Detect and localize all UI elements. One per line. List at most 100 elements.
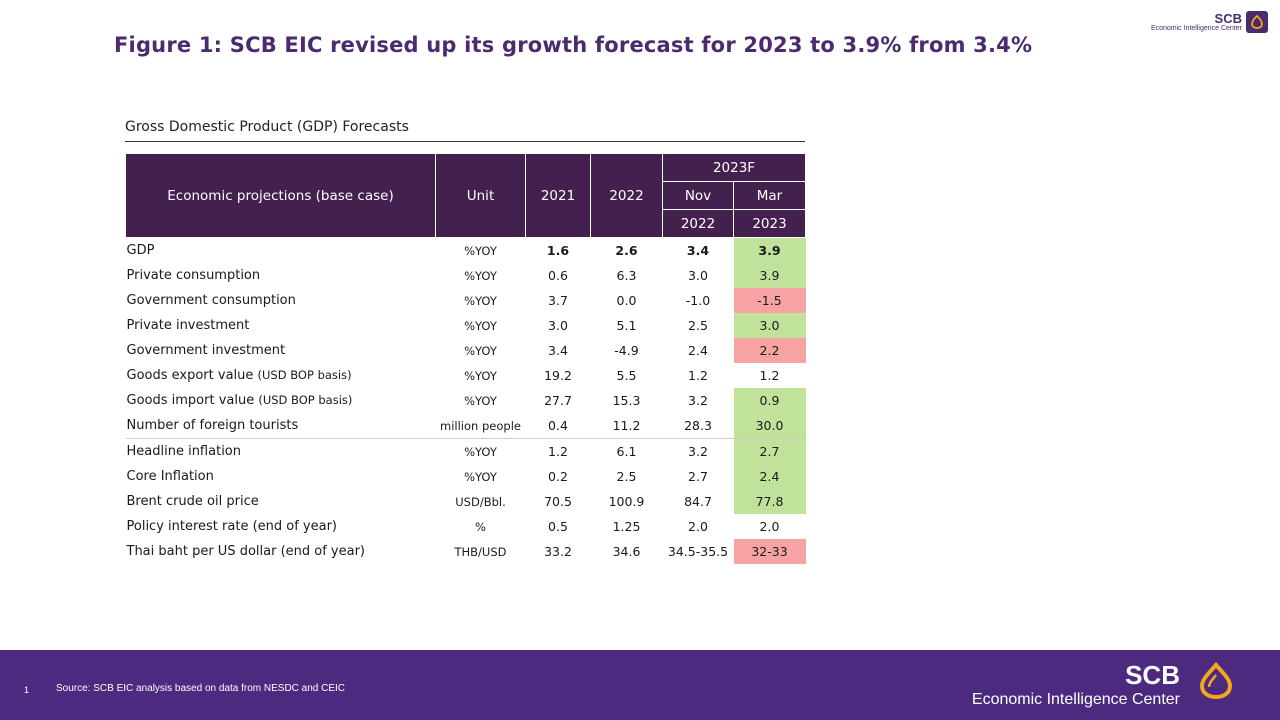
header-2021: 2021	[525, 153, 591, 238]
scb-emblem-icon	[1196, 661, 1236, 706]
row-label-text: Policy interest rate (end of year)	[126, 519, 338, 534]
row-value-mar-2023: 2.2	[733, 338, 806, 363]
table-row: Government investment %YOY 3.4 -4.9 2.4 2.2	[126, 338, 806, 363]
footer-logo-brand: SCB	[1125, 660, 1180, 690]
row-unit: %YOY	[464, 469, 497, 484]
table-row: Thai baht per US dollar (end of year) THB…	[126, 539, 806, 564]
table-row: Policy interest rate (end of year)% 0.5 1.…	[126, 514, 806, 539]
table-row: Number of foreign tourists million people…	[126, 413, 806, 439]
row-value-nov-2022: 2.7	[688, 469, 708, 484]
row-value-2022: 2.5	[616, 469, 637, 484]
row-label: GDP	[126, 238, 436, 264]
table-row: Goods export value (USD BOP basis) %YOY 19…	[126, 363, 806, 388]
row-label: Government consumption	[126, 288, 436, 313]
header-mar-year: 2023	[733, 209, 806, 238]
table-row: GDP %YOY 1.6 2.6 3.4 3.9	[126, 237, 806, 264]
row-label-text: Core Inflation	[126, 469, 214, 484]
row-value-nov-2022: -1.0	[685, 293, 711, 308]
row-label-text: Goods import value	[126, 393, 255, 408]
row-unit: %YOY	[464, 393, 497, 408]
row-label-text: GDP	[126, 243, 155, 258]
row-unit: %YOY	[464, 293, 497, 308]
row-unit: USD/Bbl.	[455, 494, 506, 509]
row-value-2021: 1.2	[525, 438, 591, 464]
row-value-2021: 3.0	[548, 318, 568, 333]
row-value-nov-2022: 28.3	[684, 418, 712, 433]
caption-divider	[125, 141, 805, 142]
row-label-text: Private investment	[126, 318, 250, 333]
row-value-mar-2023: 2.7	[733, 438, 806, 464]
row-value-mar-2023: 32-33	[733, 539, 806, 564]
top-logo-brand: SCB	[1214, 11, 1242, 26]
row-value-2022: 0.0	[616, 293, 637, 308]
row-unit: %YOY	[464, 343, 497, 358]
source-note: Source: SCB EIC analysis based on data f…	[56, 683, 346, 694]
table-row: Goods import value (USD BOP basis) %YOY 27…	[126, 388, 806, 413]
row-label: Number of foreign tourists	[126, 413, 436, 439]
row-value-2021: 70.5	[544, 494, 572, 509]
table-row: Private consumption %YOY 0.6 6.3 3.0 3.9	[126, 263, 806, 288]
table-row: Private investment %YOY 3.0 5.1 2.5 3.0	[126, 313, 806, 338]
row-label-text: Government consumption	[126, 293, 296, 308]
table-body: GDP %YOY 1.6 2.6 3.4 3.9 Private consumption %Y…	[125, 237, 806, 564]
header-2023f: 2023F	[662, 153, 806, 182]
footer-logo: SCB Economic Intelligence Center	[972, 662, 1180, 708]
footer-logo-subtitle: Economic Intelligence Center	[971, 691, 1180, 708]
header-projection: Economic projections (base case)	[125, 153, 436, 238]
row-value-nov-2022: 3.4	[686, 243, 710, 258]
row-value-2022: 15.3	[612, 393, 641, 408]
row-unit: %YOY	[464, 368, 497, 383]
row-value-2021: 19.2	[544, 368, 572, 383]
row-label: Policy interest rate (end of year)	[126, 514, 436, 539]
row-value-2021: 33.2	[544, 544, 572, 559]
top-logo-subtitle: Economic Intelligence Center	[1150, 25, 1242, 32]
table-row: Headline inflation %YOY 1.2 6.1 3.2 2.7	[125, 438, 806, 464]
row-value-2021: 3.7	[548, 293, 568, 308]
row-value-nov-2022: 1.2	[688, 368, 708, 383]
row-value-mar-2023: 3.9	[733, 237, 806, 263]
row-label: Goods export value (USD BOP basis)	[126, 363, 436, 388]
header-2022: 2022	[590, 153, 663, 238]
row-value-2022: 1.25	[612, 519, 641, 534]
row-label: Goods import value (USD BOP basis)	[126, 388, 436, 413]
row-value-nov-2022: 3.2	[688, 393, 708, 408]
row-value-2022: 2.6	[615, 243, 638, 258]
row-value-2022: 6.1	[590, 438, 663, 464]
row-value-nov-2022: 3.2	[662, 438, 734, 464]
row-label: Headline inflation	[125, 438, 436, 464]
footer-bar: 1 Source: SCB EIC analysis based on data…	[0, 650, 1280, 720]
row-value-nov-2022: 34.5-35.5	[667, 544, 729, 559]
row-unit: %	[475, 519, 486, 534]
top-logo: SCB Economic Intelligence Center	[1151, 11, 1268, 33]
row-value-2022: 34.6	[612, 544, 641, 559]
row-value-2022: 100.9	[608, 494, 645, 509]
table-row: Government consumption %YOY 3.7 0.0 -1.0 -1.5	[126, 288, 806, 313]
row-label-text: Private consumption	[126, 268, 261, 283]
row-label-text: Government investment	[126, 343, 286, 358]
row-label-note: (USD BOP basis)	[257, 368, 352, 382]
row-label: Thai baht per US dollar (end of year)	[126, 539, 436, 564]
row-unit: million people	[440, 418, 521, 433]
row-value-nov-2022: 3.0	[688, 268, 708, 283]
row-unit: %YOY	[464, 268, 497, 283]
row-value-2021: 1.6	[546, 243, 570, 258]
row-unit: %YOY	[435, 438, 526, 464]
row-value-mar-2023: 2.4	[733, 464, 806, 489]
row-value-2021: 27.7	[544, 393, 572, 408]
gdp-forecast-table: Economic projections (base case) Unit 20…	[125, 153, 806, 564]
row-value-2022: -4.9	[614, 343, 639, 358]
scb-emblem-icon	[1246, 11, 1268, 33]
row-unit: THB/USD	[454, 544, 507, 559]
row-label-text: Headline inflation	[126, 444, 242, 459]
page-title: Figure 1: SCB EIC revised up its growth …	[114, 33, 1033, 57]
header-nov-year: 2022	[662, 209, 734, 238]
row-value-2022: 11.2	[612, 418, 641, 433]
row-value-2022: 6.3	[616, 268, 637, 283]
row-value-2021: 0.4	[548, 418, 568, 433]
row-value-nov-2022: 84.7	[684, 494, 712, 509]
row-value-mar-2023: -1.5	[733, 288, 806, 313]
row-value-nov-2022: 2.5	[688, 318, 708, 333]
header-nov: Nov	[662, 181, 734, 210]
row-label-text: Thai baht per US dollar (end of year)	[126, 544, 366, 559]
row-value-nov-2022: 2.4	[688, 343, 708, 358]
